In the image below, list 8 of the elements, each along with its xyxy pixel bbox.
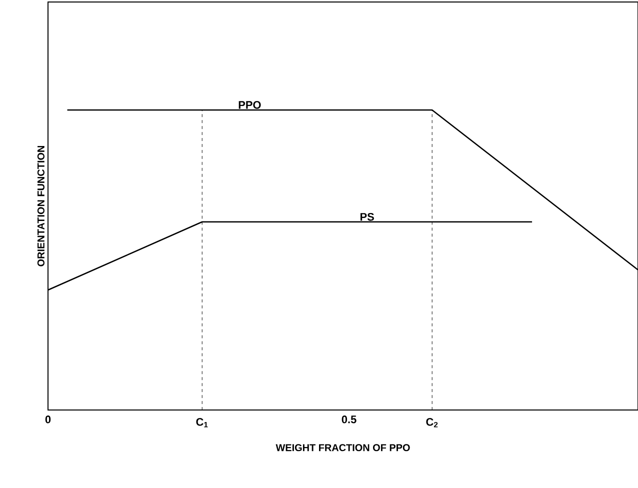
- series-label: PS: [360, 212, 374, 221]
- y-axis-title: ORIENTATION FUNCTION: [37, 146, 44, 266]
- x-axis-title: WEIGHT FRACTION OF PPO: [276, 444, 410, 452]
- x-tick-label: 0: [45, 416, 51, 424]
- ref-line-label: C$_{2}$: [426, 418, 438, 428]
- series-label: PPO: [238, 101, 261, 109]
- x-tick-label: 0.5: [342, 416, 356, 424]
- ref-line-label: C$_{1}$: [196, 418, 208, 428]
